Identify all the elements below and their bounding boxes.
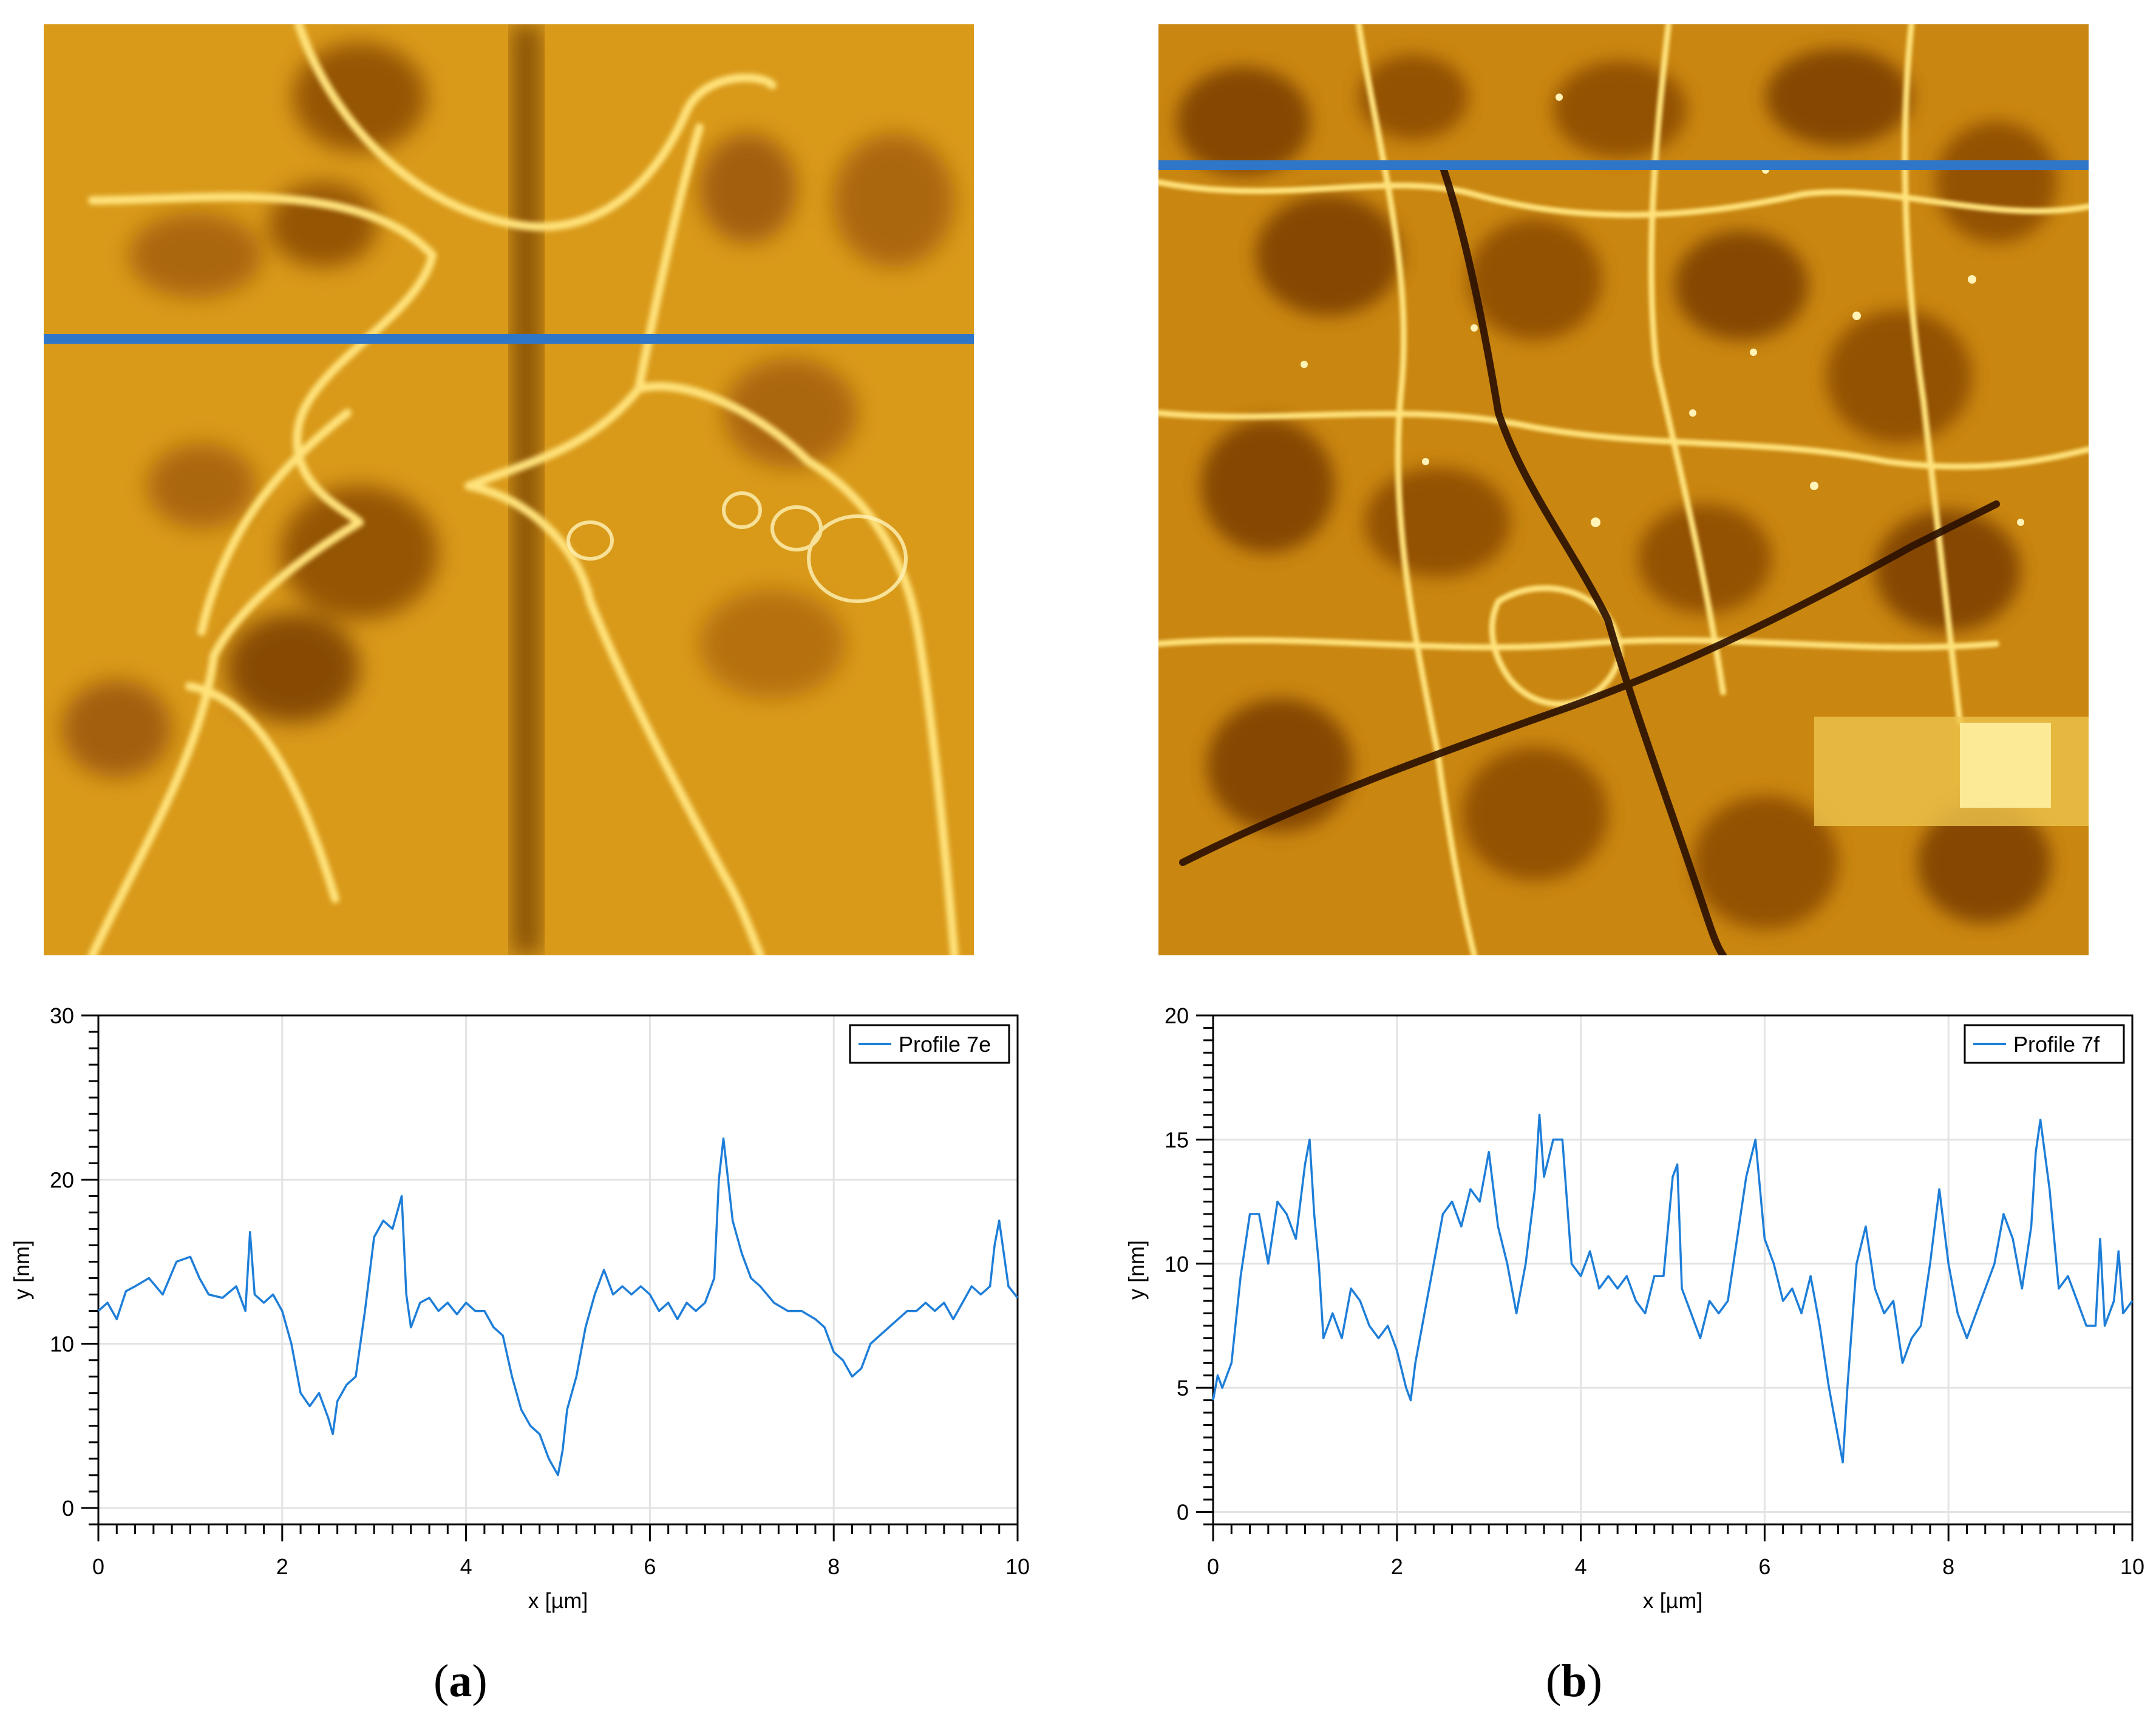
legend-label-b: Profile 7f xyxy=(2013,1032,2100,1057)
y-axis-title-b: y [nm] xyxy=(1124,1240,1149,1300)
plot-frame-b xyxy=(1212,1014,2134,1526)
y-tick-label-a-2: 20 xyxy=(50,1167,74,1192)
afm-image-a xyxy=(44,24,974,955)
y-tick-label-b-4: 20 xyxy=(1165,1003,1189,1028)
x-tick-label-a-5: 10 xyxy=(1005,1554,1030,1579)
x-tick-label-a-4: 8 xyxy=(828,1554,840,1579)
y-tick-label-a-3: 30 xyxy=(50,1003,74,1028)
x-tick-label-a-3: 6 xyxy=(644,1554,656,1579)
profile-chart-a: 0 2 4 6 8 10 0 10 20 30 x [µm] y [nm] Profile 7e xyxy=(9,1003,1030,1613)
caption-a: (a) xyxy=(434,1656,488,1707)
x-axis-title-a: x [µm] xyxy=(528,1588,588,1613)
x-tick-label-b-0: 0 xyxy=(1207,1554,1219,1579)
x-tick-label-a-0: 0 xyxy=(92,1554,104,1579)
y-tick-label-b-2: 10 xyxy=(1165,1252,1189,1277)
x-tick-label-a-2: 4 xyxy=(460,1554,472,1579)
caption-b: (b) xyxy=(1546,1656,1602,1707)
plot-frame-a xyxy=(97,1014,1019,1526)
legend-label-a: Profile 7e xyxy=(899,1032,991,1057)
x-axis-title-b: x [µm] xyxy=(1643,1588,1703,1613)
x-tick-label-a-1: 2 xyxy=(276,1554,288,1579)
y-tick-label-a-1: 10 xyxy=(50,1332,74,1357)
afm-topography-b xyxy=(1158,24,2089,955)
y-tick-label-b-3: 15 xyxy=(1165,1127,1189,1152)
y-tick-label-b-0: 0 xyxy=(1177,1500,1189,1525)
x-tick-label-b-3: 6 xyxy=(1758,1554,1770,1579)
y-tick-label-b-1: 5 xyxy=(1177,1376,1189,1400)
series-line-b-0 xyxy=(1212,1113,2134,1464)
profile-chart-b: 0 2 4 6 8 10 0 5 10 15 20 x [µm] y [nm] Profile 7f xyxy=(1124,1003,2144,1613)
series-line-a-0 xyxy=(97,1137,1019,1476)
y-tick-label-a-0: 0 xyxy=(62,1496,74,1521)
x-tick-label-b-1: 2 xyxy=(1391,1554,1403,1579)
x-tick-label-b-2: 4 xyxy=(1575,1554,1587,1579)
caption-b-letter: b xyxy=(1561,1656,1587,1707)
profile-line-a xyxy=(44,334,974,344)
afm-topography-a xyxy=(44,24,974,955)
profile-line-b xyxy=(1158,160,2089,170)
y-axis-title-a: y [nm] xyxy=(9,1240,34,1300)
x-tick-label-b-5: 10 xyxy=(2120,1554,2144,1579)
caption-a-letter: a xyxy=(449,1656,472,1707)
x-tick-label-b-4: 8 xyxy=(1942,1554,1954,1579)
afm-image-b xyxy=(1158,24,2089,955)
